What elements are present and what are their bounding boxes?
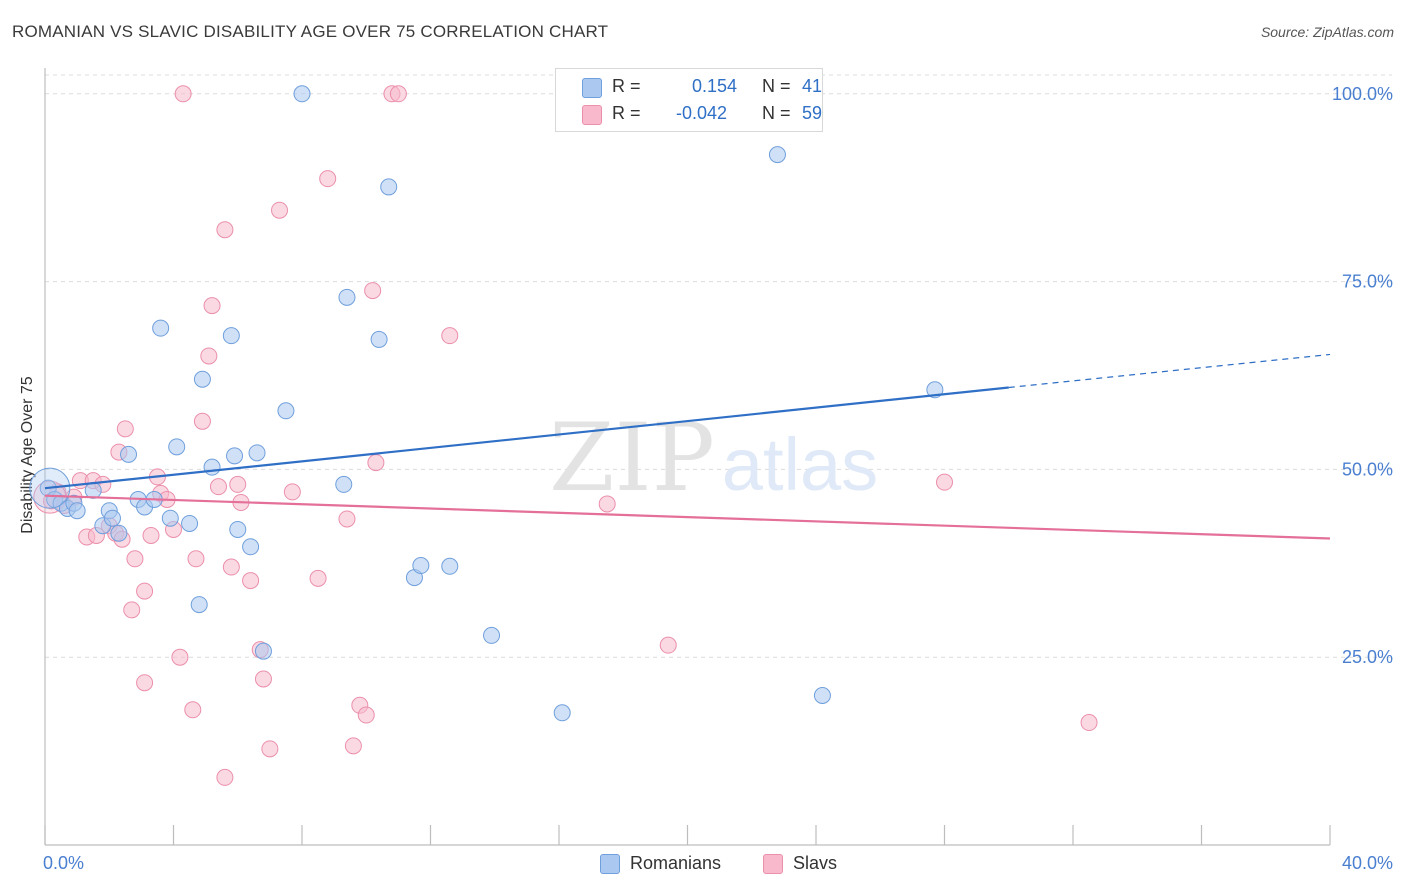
slavs-n-label: N = — [762, 103, 791, 123]
romanians-point — [412, 557, 430, 575]
romanians-point — [168, 438, 186, 456]
slavs-point — [171, 648, 189, 666]
trend-lines — [44, 353, 1331, 540]
slavs-point — [126, 550, 144, 568]
romanians-point — [441, 557, 459, 575]
x-tick-label: 40.0% — [1342, 853, 1393, 873]
romanians-point — [293, 85, 311, 103]
slavs-swatch — [582, 105, 602, 125]
romanians-n-value: 41 — [802, 76, 823, 96]
slavs-point — [357, 706, 375, 724]
slavs-point — [229, 475, 247, 493]
romanians-trend-extension — [1008, 353, 1331, 389]
slavs-point — [283, 483, 301, 501]
slavs-point — [309, 569, 327, 587]
tick-labels: 25.0% 50.0% 75.0% 100.0% 0.0% 40.0% — [43, 84, 1393, 873]
slavs-point — [338, 510, 356, 528]
slavs-point — [1080, 714, 1098, 732]
slavs-point — [123, 601, 141, 619]
romanians-point — [254, 642, 272, 660]
slavs-point — [271, 201, 289, 219]
slavs-point — [136, 582, 154, 600]
romanians-point — [335, 475, 353, 493]
romanians-point — [161, 509, 179, 527]
romanians-swatch — [582, 78, 602, 98]
slavs-legend-label: Slavs — [793, 853, 838, 873]
y-tick-label: 50.0% — [1342, 459, 1393, 479]
slavs-point — [216, 768, 234, 786]
romanians-point — [483, 626, 501, 644]
slavs-point — [142, 526, 160, 544]
slavs-point — [389, 85, 407, 103]
romanians-point — [222, 327, 240, 345]
y-tick-label: 25.0% — [1342, 647, 1393, 667]
source-label: Source: ZipAtlas.com — [1260, 24, 1394, 40]
slavs-point — [242, 572, 260, 590]
slavs-point — [216, 221, 234, 239]
slavs-point — [187, 550, 205, 568]
slavs-point — [598, 495, 616, 513]
romanians-legend-label: Romanians — [630, 853, 722, 873]
y-tick-label: 75.0% — [1342, 272, 1393, 292]
slavs-point — [364, 282, 382, 300]
slavs-point — [344, 737, 362, 755]
romanians-point — [768, 146, 786, 164]
slavs-point — [936, 473, 953, 491]
chart-title: ROMANIAN VS SLAVIC DISABILITY AGE OVER 7… — [12, 22, 609, 41]
x-tick-label: 0.0% — [43, 853, 84, 873]
slavs-point — [193, 412, 211, 430]
slavs-point — [136, 674, 154, 692]
romanians-point — [242, 538, 260, 556]
stats-legend: R = 0.154 N = 41 R = -0.042 N = 59 — [555, 68, 823, 132]
watermark-atlas: atlas — [722, 423, 878, 506]
romanians-points — [29, 85, 944, 722]
romanians-r-value: 0.154 — [692, 76, 738, 96]
slavs-point — [203, 297, 221, 315]
romanians-point — [193, 370, 211, 388]
gridlines — [45, 74, 1392, 658]
romanians-point — [103, 509, 121, 527]
romanians-point — [152, 319, 170, 337]
axes — [44, 68, 1331, 846]
watermark: ZIP atlas — [549, 404, 878, 513]
romanians-r-label: R = — [612, 76, 641, 96]
romanians-point — [553, 704, 571, 722]
slavs-trend-line — [44, 494, 1331, 540]
slavs-n-value: 59 — [802, 103, 823, 123]
slavs-point — [174, 85, 192, 103]
romanians-point — [68, 502, 86, 520]
romanians-point — [203, 458, 221, 476]
slavs-point — [261, 740, 279, 758]
slavs-point — [222, 558, 240, 576]
romanians-point — [190, 596, 208, 614]
slavs-point — [319, 170, 337, 188]
romanians-point — [181, 514, 199, 532]
romanians-point — [110, 524, 128, 542]
y-tick-label: 100.0% — [1332, 84, 1393, 104]
slavs-r-label: R = — [612, 103, 641, 123]
slavs-point — [441, 327, 459, 345]
romanians-point — [370, 330, 388, 348]
romanians-legend-swatch — [600, 854, 620, 874]
slavs-point — [200, 347, 218, 365]
romanians-point — [813, 687, 831, 705]
romanians-point — [338, 288, 356, 306]
romanians-trend-line — [44, 386, 1009, 490]
slavs-legend-swatch — [763, 854, 783, 874]
romanians-point — [229, 520, 247, 538]
slavs-point — [254, 670, 272, 688]
slavs-point — [367, 454, 385, 472]
slavs-point — [116, 420, 134, 438]
romanians-n-label: N = — [762, 76, 791, 96]
romanians-point — [120, 445, 138, 463]
romanians-point — [277, 402, 295, 420]
slavs-point — [184, 701, 202, 719]
slavs-point — [659, 636, 677, 654]
romanians-point — [380, 178, 398, 196]
romanians-point — [226, 447, 244, 465]
slavs-point — [209, 478, 227, 496]
slavs-r-value: -0.042 — [676, 103, 728, 123]
romanians-point — [248, 444, 266, 462]
